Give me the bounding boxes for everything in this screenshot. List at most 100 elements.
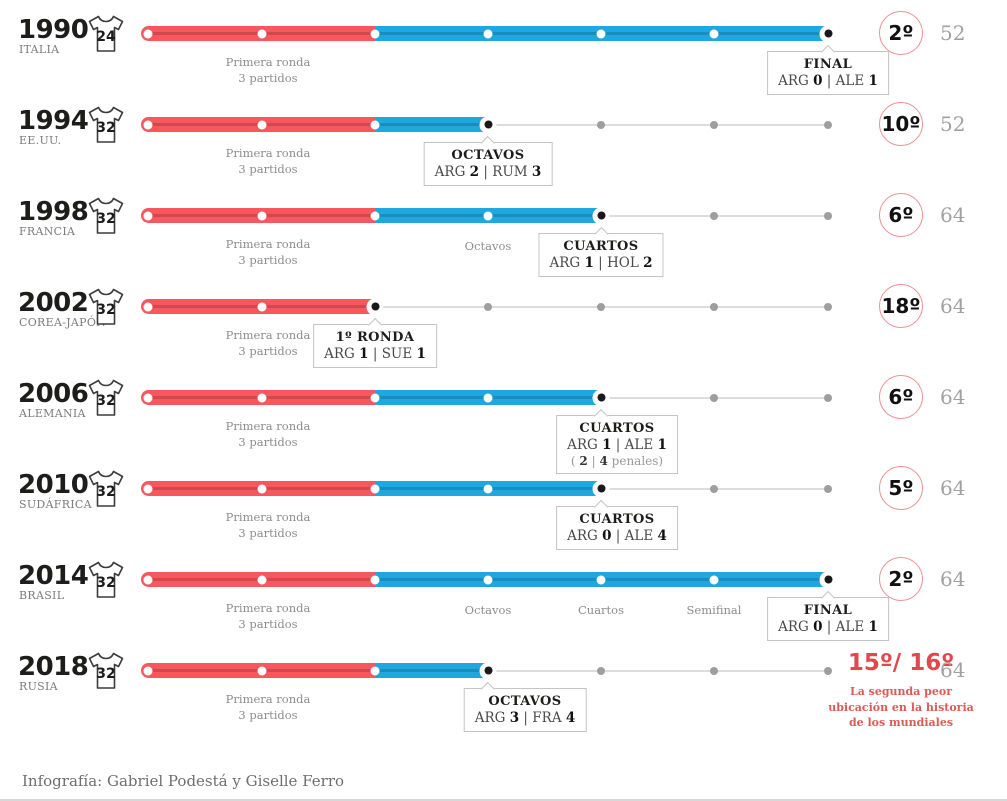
teams-count-label: 32 [96, 575, 115, 591]
stage-dot [483, 484, 493, 493]
first-round-line1: Primera ronda [225, 601, 311, 615]
progress-track: Primera ronda 3 partidos OCTAVOS ARG 2 |… [141, 101, 835, 192]
stage-dot [370, 575, 380, 584]
stage-dot [709, 29, 719, 38]
teams-count-label: 32 [96, 120, 115, 136]
callout-stage-title: OCTAVOS [488, 694, 562, 709]
teams-count-label: 32 [96, 211, 115, 227]
host-country-label: SUDÁFRICA [19, 498, 92, 511]
credit-line: Infografía: Gabriel Podestá y Giselle Fe… [22, 772, 345, 790]
stage-dot [143, 393, 153, 402]
teams-count-label: 32 [96, 484, 115, 500]
callout-score: ARG 3 | FRA 4 [474, 710, 576, 726]
total-matches-label: 52 [940, 21, 966, 45]
note-line3: de los mundiales [848, 716, 954, 729]
callout-stage-title: CUARTOS [579, 421, 655, 436]
total-matches-label: 64 [940, 476, 966, 500]
callout-score: ARG 0 | ALE 1 [778, 73, 878, 89]
progress-bar [141, 663, 495, 678]
first-round-line2: 3 partidos [238, 617, 298, 631]
jersey-icon: 32 [88, 379, 124, 416]
total-matches-label: 52 [940, 112, 966, 136]
note-line2: ubicación en la historia [828, 700, 974, 714]
progress-track: Primera ronda 3 partidos 1º RONDA ARG 1 … [141, 283, 835, 374]
teams-count-label: 32 [96, 302, 115, 318]
progress-track: Primera ronda 3 partidos FINAL ARG 0 | A… [141, 10, 889, 101]
stage-dot-upcoming [710, 666, 718, 675]
callout-stage-title: 1º RONDA [335, 330, 415, 345]
stage-dot [370, 211, 380, 220]
stage-dot [257, 393, 267, 402]
stage-dot [257, 302, 267, 311]
first-round-label: Primera ronda 3 partidos [226, 509, 311, 541]
stage-dot-upcoming [824, 120, 832, 129]
jersey-icon: 32 [88, 106, 124, 143]
host-country-label: FRANCIA [19, 225, 76, 238]
teams-count-label: 32 [96, 393, 115, 409]
total-matches-label: 64 [940, 658, 966, 682]
stage-dot [143, 575, 153, 584]
first-round-line1: Primera ronda [225, 237, 311, 251]
stage-dot-upcoming [597, 302, 605, 311]
stage-dot-upcoming [710, 211, 718, 220]
first-round-label: Primera ronda 3 partidos [226, 600, 311, 632]
jersey-icon: 32 [88, 470, 124, 507]
jersey-icon: 32 [88, 288, 124, 325]
first-round-line1: Primera ronda [225, 146, 311, 160]
knockout-segment [375, 117, 495, 132]
remaining-track-line [488, 669, 828, 672]
progress-track: Primera ronda 3 partidos CUARTOS ARG 1 |… [141, 374, 835, 474]
final-position-badge: 6º [879, 193, 923, 237]
callout-stage-title: FINAL [803, 57, 853, 72]
elimination-marker [592, 207, 610, 224]
callout-score: ARG 2 | RUM 3 [434, 164, 542, 180]
result-callout: OCTAVOS ARG 3 | FRA 4 [463, 688, 587, 732]
first-round-label: Primera ronda 3 partidos [226, 691, 311, 723]
stage-dot-upcoming [824, 211, 832, 220]
final-position-badge: 5º [879, 466, 923, 510]
host-country-label: ITALIA [19, 43, 60, 56]
stage-dot [143, 484, 153, 493]
progress-track: Primera ronda 3 partidos CUARTOS ARG 0 |… [141, 465, 835, 556]
result-callout: OCTAVOS ARG 2 | RUM 3 [423, 142, 553, 186]
stage-dot [143, 29, 153, 38]
stage-dot [257, 120, 267, 129]
stage-dot [370, 29, 380, 38]
jersey-icon: 32 [88, 197, 124, 234]
result-callout: CUARTOS ARG 0 | ALE 4 [556, 506, 678, 550]
stage-axis-label-octavos: Octavos [464, 239, 512, 253]
progress-bar [141, 117, 495, 132]
callout-score: ARG 1 | ALE 1 [567, 437, 667, 453]
stage-dot [257, 29, 267, 38]
first-round-line1: Primera ronda [225, 419, 311, 433]
host-country-label: EE.UU. [19, 134, 62, 147]
first-round-label: Primera ronda 3 partidos [226, 418, 311, 450]
callout-score: ARG 0 | ALE 4 [567, 528, 667, 544]
elimination-marker [819, 571, 837, 588]
result-callout: 1º RONDA ARG 1 | SUE 1 [313, 324, 437, 368]
first-round-label: Primera ronda 3 partidos [226, 54, 311, 86]
progress-track: Primera ronda 3 partidos Octavos CUARTOS… [141, 192, 835, 283]
stage-dot [257, 575, 267, 584]
first-round-line2: 3 partidos [238, 71, 298, 85]
knockout-segment [375, 663, 495, 678]
worldcup-row-2006: 2006 ALEMANIA 32 Primera ronda 3 partido… [0, 374, 1007, 474]
stage-axis-label-octavos: Octavos [464, 603, 512, 617]
final-position-badge: 2º [879, 557, 923, 601]
progress-track: Primera ronda 3 partidos Octavos Cuartos… [141, 556, 889, 647]
remaining-track-line [488, 123, 828, 126]
year-label: 2002 [18, 288, 89, 318]
bar-center-stripe [148, 123, 488, 126]
elimination-marker [592, 389, 610, 406]
jersey-icon: 32 [88, 561, 124, 598]
first-round-line2: 3 partidos [238, 708, 298, 722]
stage-dot [483, 29, 493, 38]
year-label: 2010 [18, 470, 89, 500]
elimination-marker [479, 116, 497, 133]
bar-center-stripe [148, 669, 488, 672]
first-round-line2: 3 partidos [238, 344, 298, 358]
callout-stage-title: OCTAVOS [451, 148, 525, 163]
first-round-line2: 3 partidos [238, 253, 298, 267]
host-country-label: BRASIL [19, 589, 65, 602]
